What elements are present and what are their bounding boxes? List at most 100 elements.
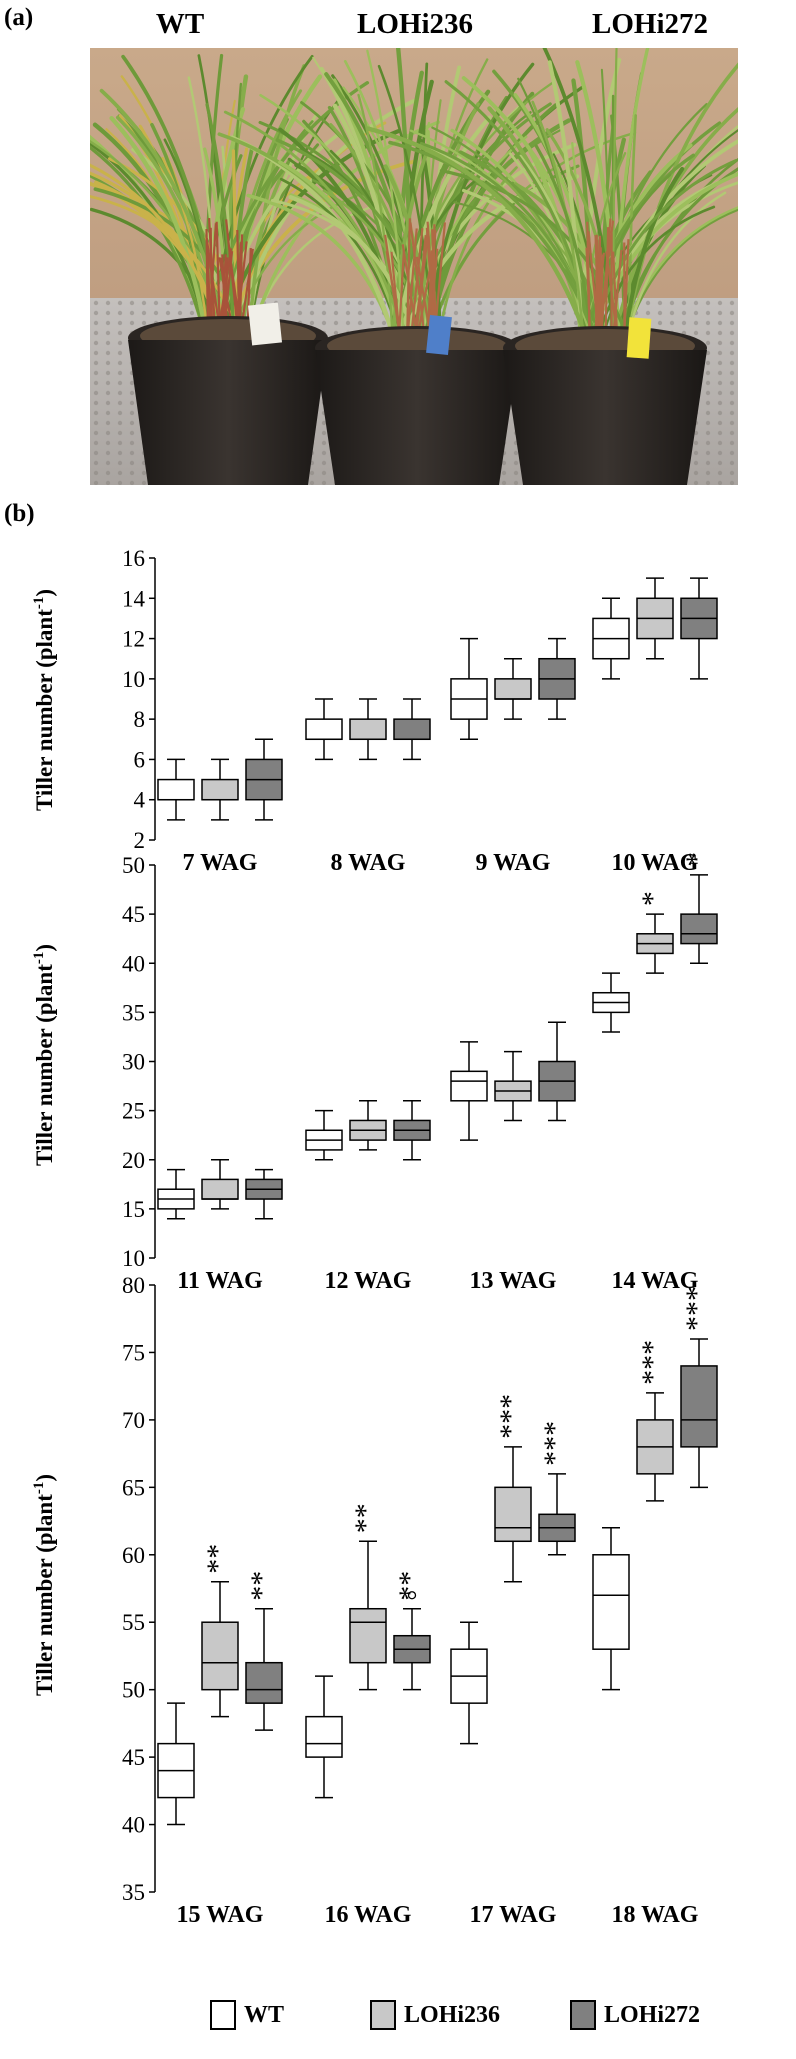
significance-marker: ***: [494, 1394, 527, 1439]
x-category-label: 7 WAG: [183, 850, 258, 876]
y-tick-label: 8: [134, 707, 146, 732]
legend-item-lohi272: LOHi272: [570, 1995, 700, 2035]
genotype-label-wt: WT: [155, 8, 205, 40]
y-tick-label: 55: [122, 1610, 145, 1635]
x-category-label: 18 WAG: [612, 1902, 699, 1928]
legend-label-lohi236: LOHi236: [404, 2001, 501, 2028]
y-axis-label: Tiller number (plant-1): [31, 589, 57, 811]
box-wt-15-wag: [157, 1702, 195, 1826]
significance-marker: ***: [538, 1421, 571, 1466]
y-tick-label: 15: [122, 1197, 145, 1222]
box-wt-9-wag: [450, 637, 488, 741]
significance-marker: **: [245, 1571, 278, 1601]
box-lohi236-9-wag: [494, 657, 532, 720]
box-iqr: [450, 1070, 488, 1102]
x-category-label: 10 WAG: [612, 850, 699, 876]
box-lohi236-18-wag: ***: [636, 1340, 674, 1502]
pot-wt: [128, 302, 328, 485]
significance-marker: *: [680, 852, 713, 867]
y-tick-label: 50: [122, 1678, 145, 1703]
box-iqr: [201, 778, 239, 801]
x-category-label: 13 WAG: [470, 1268, 557, 1294]
box-lohi272-15-wag: **: [245, 1571, 283, 1731]
box-lohi236-15-wag: **: [201, 1544, 239, 1718]
y-tick-label: 45: [122, 1745, 145, 1770]
x-category-label: 16 WAG: [325, 1902, 412, 1928]
outlier-point: [407, 1591, 417, 1600]
boxplot-panel-1: 2 4 6 8 10 12 14 16 Tiller number (plant-1) 7 WAG…: [31, 546, 718, 876]
box-lohi272-14-wag: *: [680, 852, 718, 964]
y-tick-label: 50: [122, 853, 145, 878]
y-tick-label: 12: [122, 627, 145, 652]
y-tick-label: 2: [134, 828, 146, 853]
y-tick-label: 35: [122, 1880, 145, 1905]
box-lohi272-10-wag: [680, 577, 718, 680]
pot-lohi236: [315, 314, 519, 485]
box-lohi236-10-wag: [636, 577, 674, 660]
box-wt-8-wag: [305, 698, 343, 761]
box-iqr: [245, 1661, 283, 1704]
genotype-label-lohi272: LOHi272: [591, 8, 708, 40]
box-wt-10-wag: [592, 597, 630, 680]
box-iqr: [680, 1365, 718, 1448]
x-category-label: 8 WAG: [331, 850, 406, 876]
box-lohi236-7-wag: [201, 758, 239, 821]
box-iqr: [494, 678, 532, 700]
significance-marker: *: [636, 891, 669, 906]
y-tick-label: 65: [122, 1475, 145, 1500]
box-lohi236-17-wag: ***: [494, 1394, 532, 1583]
y-tick-label: 70: [122, 1408, 145, 1433]
x-category-label: 17 WAG: [470, 1902, 557, 1928]
y-tick-label: 35: [122, 1000, 145, 1025]
box-lohi236-16-wag: **: [349, 1503, 387, 1691]
box-lohi272-11-wag: [245, 1168, 283, 1220]
x-category-label: 12 WAG: [325, 1268, 412, 1294]
y-tick-label: 14: [122, 586, 146, 611]
box-lohi236-12-wag: [349, 1100, 387, 1151]
box-lohi272-8-wag: [393, 698, 431, 761]
significance-marker: ***: [680, 1286, 713, 1331]
y-axis-label: Tiller number (plant-1): [31, 944, 57, 1166]
box-wt-17-wag: [450, 1621, 488, 1745]
box-lohi272-18-wag: ***: [680, 1286, 718, 1489]
tiller-boxplots: 2 4 6 8 10 12 14 16 Tiller number (plant-1) 7 WAG…: [31, 546, 718, 1928]
grass-leaves: [90, 48, 738, 339]
x-category-label: 14 WAG: [612, 1268, 699, 1294]
significance-marker: **: [393, 1571, 426, 1601]
box-wt-18-wag: [592, 1527, 630, 1691]
y-tick-label: 75: [122, 1340, 145, 1365]
y-tick-label: 60: [122, 1543, 145, 1568]
box-iqr: [349, 1607, 387, 1664]
box-iqr: [592, 1554, 630, 1650]
legend-swatch-wt: [210, 2000, 236, 2030]
panel-b-label: (b): [4, 500, 35, 527]
genotype-label-lohi236: LOHi236: [356, 8, 473, 40]
panel-a-label: (a): [4, 4, 34, 31]
y-tick-label: 4: [134, 788, 146, 813]
y-tick-label: 25: [122, 1099, 145, 1124]
y-tick-label: 40: [122, 951, 145, 976]
legend: WT LOHi236 LOHi272: [0, 1995, 796, 2045]
box-iqr: [305, 718, 343, 741]
box-lohi236-13-wag: [494, 1050, 532, 1122]
y-tick-label: 80: [122, 1273, 145, 1298]
legend-item-wt: WT: [210, 1995, 284, 2035]
box-iqr: [680, 913, 718, 945]
x-category-label: 9 WAG: [476, 850, 551, 876]
y-tick-label: 30: [122, 1050, 145, 1075]
box-iqr: [393, 718, 431, 741]
plant-photo: [90, 48, 738, 485]
box-wt-7-wag: [157, 758, 195, 821]
box-iqr: [201, 1178, 239, 1200]
box-iqr: [201, 1621, 239, 1691]
y-tick-label: 6: [134, 747, 146, 772]
box-lohi236-14-wag: *: [636, 891, 674, 974]
box-wt-16-wag: [305, 1675, 343, 1799]
box-lohi272-7-wag: [245, 738, 283, 821]
box-iqr: [157, 778, 195, 801]
y-tick-label: 10: [122, 667, 145, 692]
significance-marker: ***: [636, 1340, 669, 1385]
box-iqr: [494, 1486, 532, 1543]
y-tick-label: 45: [122, 902, 145, 927]
y-axis-label: Tiller number (plant-1): [31, 1474, 57, 1696]
